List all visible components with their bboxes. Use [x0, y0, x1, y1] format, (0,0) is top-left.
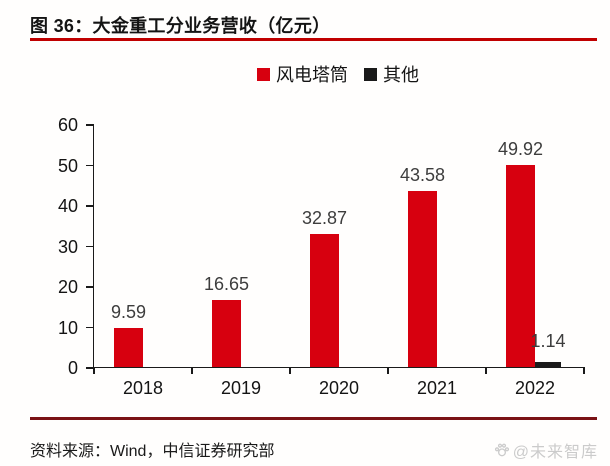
legend-swatch-wind-tower-icon [257, 67, 270, 81]
legend-label-other: 其他 [383, 65, 419, 85]
x-axis-label: 2020 [318, 378, 360, 398]
y-axis-label: 10 [57, 317, 78, 338]
y-axis-label: 0 [67, 358, 78, 378]
y-axis-label: 60 [57, 115, 78, 135]
x-axis-label: 2021 [416, 378, 458, 398]
bar-wind-tower [114, 328, 143, 367]
legend-item-other: 其他 [364, 61, 419, 87]
bar-other [535, 362, 561, 367]
x-axis-label: 2019 [220, 378, 262, 398]
bar-value-label: 43.58 [399, 164, 446, 185]
y-axis-tick [86, 124, 94, 126]
y-axis-label: 30 [57, 236, 78, 257]
source-note: 资料来源：Wind，中信证券研究部 [30, 443, 275, 460]
x-axis-tick [583, 367, 585, 374]
bar-wind-tower [506, 164, 535, 367]
legend-item-wind-tower: 风电塔筒 [257, 61, 348, 87]
y-axis-label: 20 [57, 277, 78, 297]
figure-title: 图 36：大金重工分业务营收（亿元） [30, 16, 331, 36]
x-axis-label: 2022 [514, 378, 556, 398]
y-axis-label: 40 [57, 196, 78, 216]
bar-value-label: 16.65 [203, 273, 250, 294]
watermark-text: @未来智库 [512, 444, 598, 461]
bar-value-label: 49.92 [497, 138, 544, 159]
x-axis-tick [93, 367, 95, 374]
bar-value-label: 32.87 [301, 207, 348, 228]
bar-value-label: 9.59 [110, 302, 147, 323]
y-axis-tick [86, 164, 94, 167]
y-axis-tick [86, 286, 94, 288]
x-axis-label: 2018 [122, 378, 164, 398]
bar-wind-tower [408, 190, 437, 367]
y-axis-label: 50 [57, 155, 78, 176]
chart-legend: 风电塔筒 其他 [93, 62, 583, 86]
paw-logo-icon [494, 443, 509, 457]
bar-wind-tower [310, 233, 339, 367]
bar-wind-tower [212, 299, 241, 367]
x-axis-tick [485, 367, 487, 374]
title-underline [30, 38, 597, 41]
x-axis-tick [387, 367, 389, 374]
x-axis-tick [289, 367, 291, 374]
bar-value-label: 1.14 [530, 331, 566, 352]
legend-swatch-other-icon [364, 67, 377, 81]
legend-label-wind-tower: 风电塔筒 [276, 65, 348, 85]
watermark: @未来智库 [494, 438, 598, 462]
y-axis-tick [86, 367, 94, 369]
y-axis-tick [86, 245, 94, 248]
y-axis-tick [86, 205, 94, 207]
plot-area: 0 10 20 30 40 50 60 2018 2019 2020 2021 2022 9.59 16.… [58, 115, 585, 398]
y-axis-tick [86, 326, 94, 329]
footer-separator [30, 417, 597, 420]
x-axis-tick [191, 367, 193, 374]
